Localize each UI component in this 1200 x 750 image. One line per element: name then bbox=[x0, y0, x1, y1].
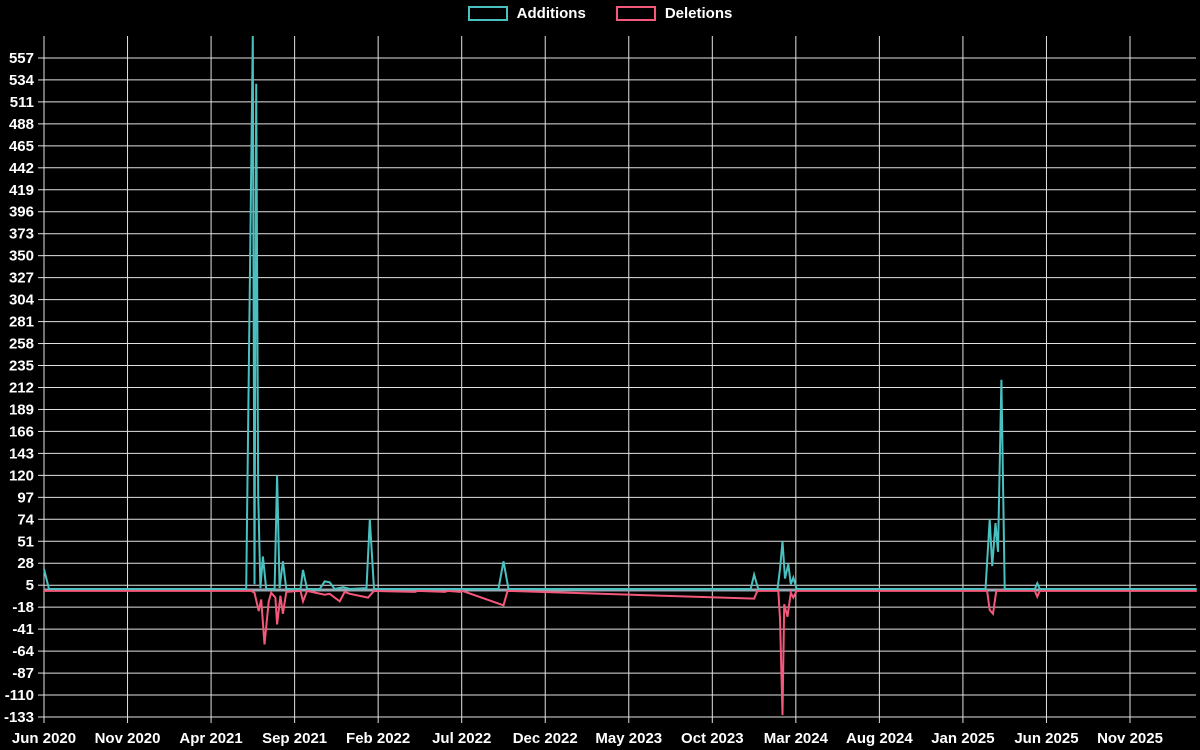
x-tick-label: Oct 2023 bbox=[681, 730, 744, 747]
legend-item-deletions[interactable]: Deletions bbox=[615, 5, 733, 22]
y-tick-label: -133 bbox=[4, 709, 34, 726]
y-tick-label: 74 bbox=[17, 511, 34, 528]
x-tick-label: Sep 2021 bbox=[262, 730, 327, 747]
y-tick-label: 442 bbox=[9, 160, 34, 177]
y-tick-label: 281 bbox=[9, 314, 34, 331]
x-tick-label: Jun 2020 bbox=[12, 730, 76, 747]
x-tick-label: Jul 2022 bbox=[432, 730, 491, 747]
x-tick-label: Nov 2025 bbox=[1097, 730, 1163, 747]
y-tick-label: 51 bbox=[17, 533, 34, 550]
series-line-deletions bbox=[44, 589, 1197, 716]
y-tick-label: 258 bbox=[9, 336, 34, 353]
y-tick-label: 212 bbox=[9, 379, 34, 396]
x-tick-label: Jun 2025 bbox=[1014, 730, 1078, 747]
legend-item-additions[interactable]: Additions bbox=[467, 5, 586, 22]
x-tick-label: Dec 2022 bbox=[513, 730, 578, 747]
y-tick-label: -110 bbox=[5, 687, 34, 704]
x-tick-label: Feb 2022 bbox=[346, 730, 410, 747]
x-tick-label: Jan 2025 bbox=[931, 730, 994, 747]
y-tick-label: 488 bbox=[9, 116, 34, 133]
y-tick-label: 350 bbox=[9, 248, 34, 265]
x-tick-label: Mar 2024 bbox=[764, 730, 829, 747]
y-tick-label: 97 bbox=[17, 489, 34, 506]
deletions-legend-label: Deletions bbox=[664, 5, 733, 22]
y-tick-label: 511 bbox=[10, 94, 34, 111]
y-tick-label: 143 bbox=[9, 445, 34, 462]
y-tick-label: 419 bbox=[9, 182, 34, 199]
x-tick-label: May 2023 bbox=[595, 730, 662, 747]
y-tick-label: 396 bbox=[9, 204, 34, 221]
series-line-additions bbox=[43, 35, 1197, 591]
y-tick-label: -18 bbox=[12, 599, 34, 616]
y-tick-label: 5 bbox=[26, 577, 34, 594]
x-tick-label: Nov 2020 bbox=[95, 730, 161, 747]
y-tick-label: 28 bbox=[17, 555, 34, 572]
x-tick-label: Apr 2021 bbox=[179, 730, 242, 747]
y-tick-label: 189 bbox=[9, 401, 34, 418]
deletions-legend-swatch bbox=[615, 6, 656, 21]
y-tick-label: 465 bbox=[9, 138, 34, 155]
y-tick-label: 235 bbox=[9, 358, 34, 375]
y-tick-label: 557 bbox=[9, 50, 34, 67]
y-tick-label: 304 bbox=[9, 292, 35, 309]
y-tick-label: -64 bbox=[12, 643, 34, 660]
x-tick-label: Aug 2024 bbox=[846, 730, 913, 747]
y-tick-label: 373 bbox=[9, 226, 34, 243]
y-tick-label: -41 bbox=[12, 621, 34, 638]
y-tick-label: 327 bbox=[9, 270, 34, 287]
additions-legend-label: Additions bbox=[516, 5, 586, 22]
chart-legend: Additions Deletions bbox=[0, 5, 1200, 22]
additions-legend-swatch bbox=[467, 6, 508, 21]
y-tick-label: -87 bbox=[12, 665, 34, 682]
y-tick-label: 534 bbox=[9, 72, 35, 89]
y-tick-label: 120 bbox=[9, 467, 34, 484]
y-tick-label: 166 bbox=[9, 423, 34, 440]
